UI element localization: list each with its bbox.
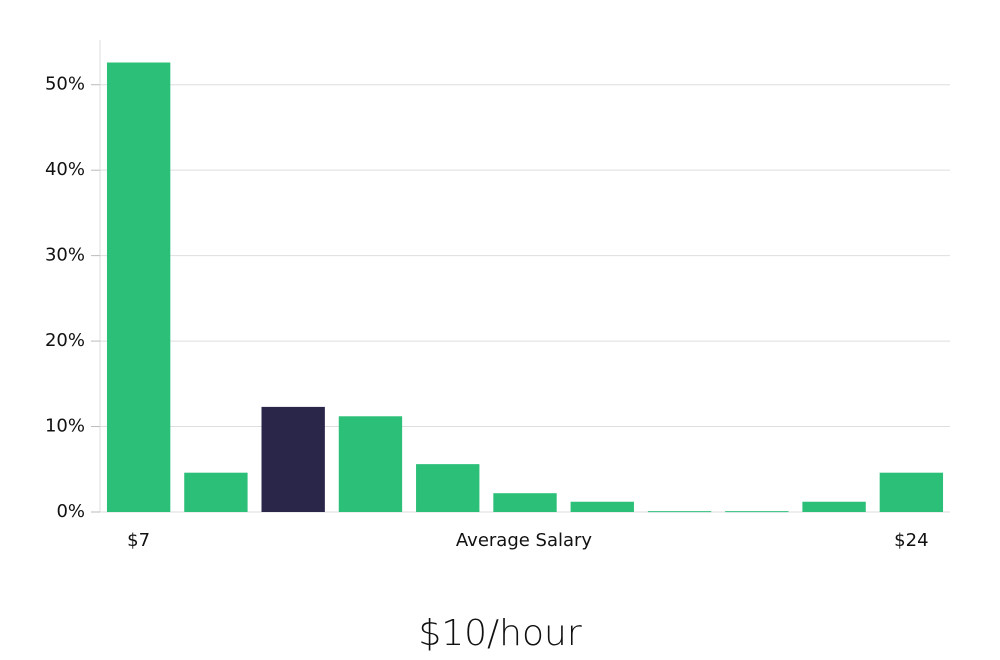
bar — [416, 464, 480, 512]
bar — [802, 501, 866, 512]
y-tick-label: 0% — [56, 501, 85, 522]
bar — [261, 406, 325, 512]
y-tick-label: 40% — [45, 159, 85, 180]
y-tick-label: 30% — [45, 245, 85, 266]
bar — [879, 472, 944, 512]
x-axis-label: Average Salary — [456, 530, 593, 551]
x-tick-label: $7 — [127, 530, 150, 551]
y-tick-label: 10% — [45, 416, 85, 437]
x-tick-label: $24 — [894, 530, 928, 551]
chart-title: $10/hour — [418, 613, 582, 654]
bar — [106, 62, 171, 512]
bar — [338, 416, 403, 512]
bar — [647, 511, 712, 513]
y-tick-label: 20% — [45, 330, 85, 351]
bar — [493, 493, 557, 512]
bar — [184, 472, 248, 512]
bar — [570, 501, 634, 512]
y-tick-label: 50% — [45, 74, 85, 95]
bar — [725, 511, 789, 513]
